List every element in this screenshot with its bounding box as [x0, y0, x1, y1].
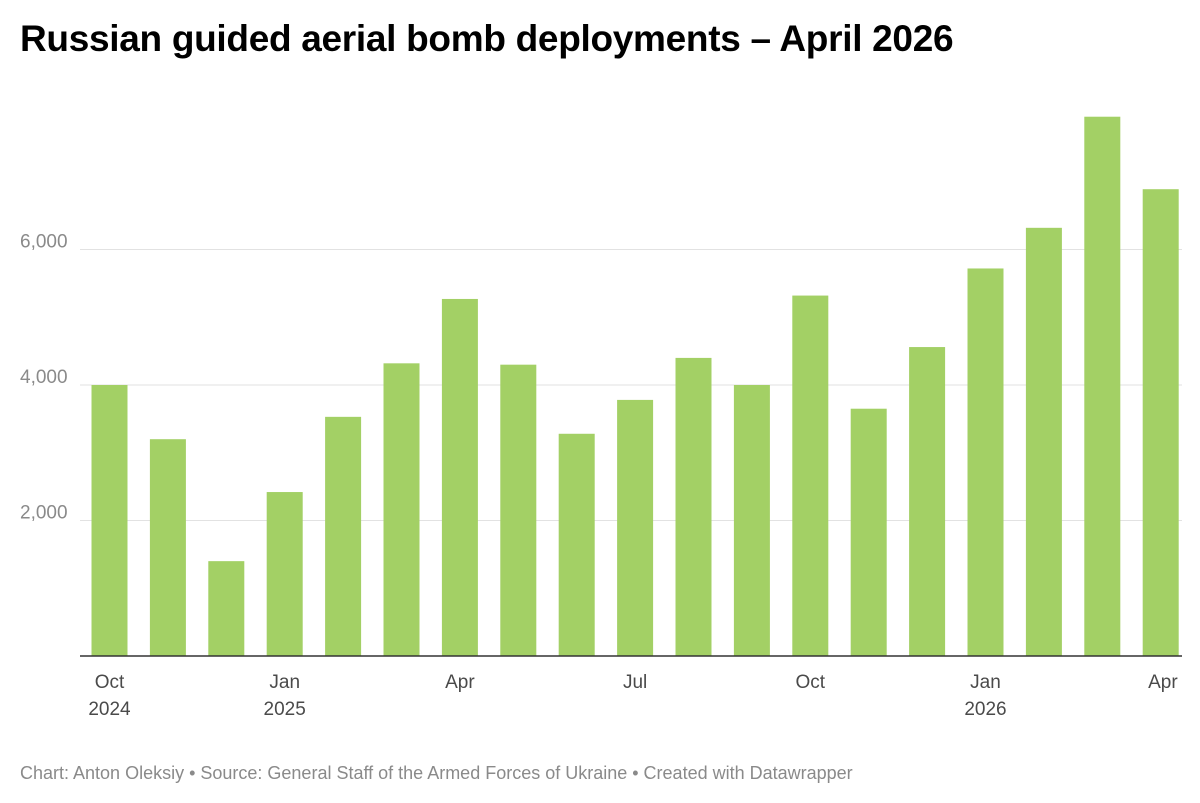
bar: Feb 2026: 6,320 [1025, 227, 1062, 656]
bar: Aug 2025: 4,400 [675, 357, 712, 656]
x-tick-labels: Oct 2024 Jan 2025 Apr Jul Oct Jan 2026 Apr [88, 672, 1178, 720]
bar: Nov 2025: 3,650 [850, 408, 887, 656]
x-tick-label: 2026 [964, 699, 1006, 720]
chart-footer: Chart: Anton Oleksiy • Source: General S… [20, 763, 853, 783]
bar: Jun 2025: 3,280 [558, 433, 595, 656]
bar: Mar 2025: 4,320 [383, 363, 420, 656]
bar: Oct 2024: 4,000 [91, 385, 128, 656]
bar: Dec 2025: 4,560 [909, 347, 946, 656]
y-tick-label: 4,000 [20, 367, 68, 388]
y-tick-label: 6,000 [20, 232, 68, 253]
bar: Dec 2024: 1,400 [208, 561, 245, 656]
bar: Oct 2025: 5,320 [792, 295, 829, 656]
x-tick-label: Jan [269, 672, 300, 693]
bar: Feb 2025: 3,530 [325, 416, 362, 656]
bar: Nov 2024: 3,200 [149, 439, 186, 656]
bar: Apr 2026: 6,890 [1142, 189, 1179, 656]
x-tick-label: Oct [95, 672, 125, 693]
x-tick-label: 2024 [88, 699, 131, 720]
x-tick-label: Jul [623, 672, 647, 693]
x-tick-label: Apr [1148, 672, 1178, 693]
bar-chart: Oct 2024: 4,000 Nov 2024: 3,200 Dec 2024: … [20, 116, 1182, 720]
chart-title: Russian guided aerial bomb deployments –… [20, 18, 954, 59]
bar: May 2025: 4,300 [500, 364, 537, 656]
y-tick-label: 2,000 [20, 503, 68, 524]
bar: Apr 2025: 5,270 [441, 298, 478, 656]
bar: Jan 2025: 2,420 [266, 492, 303, 656]
bar: Sep 2025: 4,000 [733, 385, 770, 656]
bar: Mar 2026: 7,960 [1084, 116, 1121, 656]
bar: Jul 2025: 3,780 [617, 399, 654, 656]
x-tick-label: Jan [970, 672, 1001, 693]
x-tick-label: Oct [796, 672, 826, 693]
y-tick-labels: 2,000 4,000 6,000 [20, 232, 68, 524]
bar: Jan 2026: 5,720 [967, 268, 1004, 656]
x-tick-label: 2025 [264, 699, 306, 720]
x-tick-label: Apr [445, 672, 475, 693]
bars: Oct 2024: 4,000 Nov 2024: 3,200 Dec 2024: … [91, 116, 1179, 656]
